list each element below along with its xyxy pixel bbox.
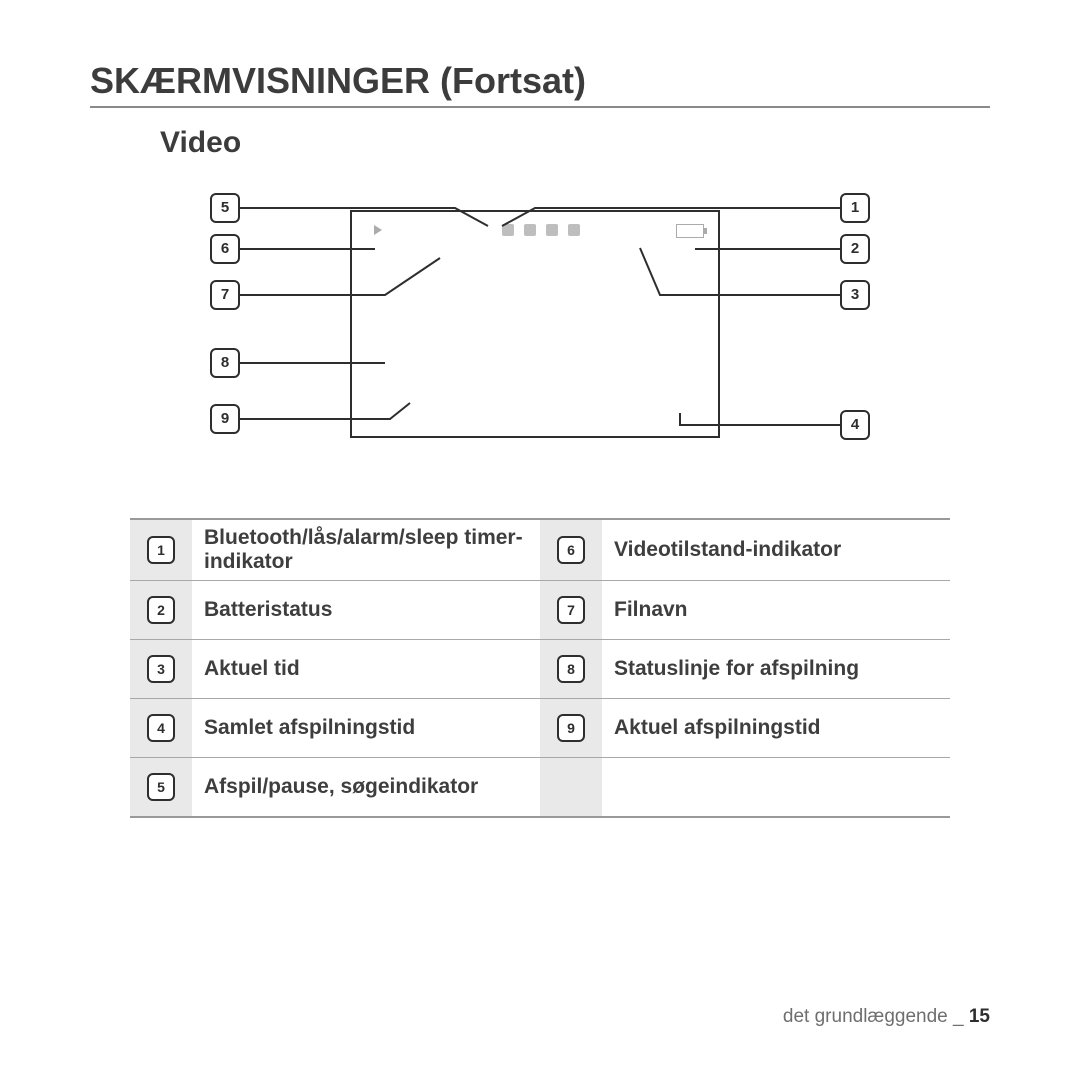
page-title: SKÆRMVISNINGER (Fortsat) [90,60,990,108]
legend-number: 7 [557,596,585,624]
table-row: 5 Afspil/pause, søgeindikator [130,758,950,816]
legend-number: 6 [557,536,585,564]
legend-numcell: 9 [540,699,602,757]
legend-table: 1 Bluetooth/lås/alarm/sleep timer-indika… [130,518,950,818]
legend-text: Videotilstand-indikator [602,520,942,580]
legend-numcell: 5 [130,758,192,816]
page-number: 15 [969,1006,990,1027]
legend-numcell: 3 [130,640,192,698]
legend-text: Statuslinje for afspilning [602,640,942,698]
legend-numcell: 4 [130,699,192,757]
legend-text: Filnavn [602,581,942,639]
legend-numcell: 1 [130,520,192,580]
legend-number: 8 [557,655,585,683]
legend-numcell: 8 [540,640,602,698]
legend-number: 2 [147,596,175,624]
legend-numcell: 6 [540,520,602,580]
legend-number: 9 [557,714,585,742]
legend-text: Batteristatus [192,581,540,639]
page-footer: det grundlæggende _ 15 [783,1006,990,1028]
legend-text: Afspil/pause, søgeindikator [192,758,540,816]
legend-numcell [540,758,602,816]
legend-number: 4 [147,714,175,742]
legend-text: Aktuel afspilningstid [602,699,942,757]
legend-text: Samlet afspilningstid [192,699,540,757]
legend-text: Bluetooth/lås/alarm/sleep timer-indikato… [192,520,540,580]
legend-numcell: 7 [540,581,602,639]
legend-numcell: 2 [130,581,192,639]
section-title: Video [160,126,990,160]
legend-number: 3 [147,655,175,683]
footer-text: det grundlæggende _ [783,1006,969,1027]
legend-number: 5 [147,773,175,801]
table-row: 1 Bluetooth/lås/alarm/sleep timer-indika… [130,520,950,581]
legend-number: 1 [147,536,175,564]
table-row: 2 Batteristatus 7 Filnavn [130,581,950,640]
leader-lines [210,188,870,478]
table-row: 3 Aktuel tid 8 Statuslinje for afspilnin… [130,640,950,699]
table-row: 4 Samlet afspilningstid 9 Aktuel afspiln… [130,699,950,758]
legend-text [602,758,942,816]
legend-text: Aktuel tid [192,640,540,698]
screen-diagram: 5 6 7 8 9 1 2 3 4 [210,188,870,478]
